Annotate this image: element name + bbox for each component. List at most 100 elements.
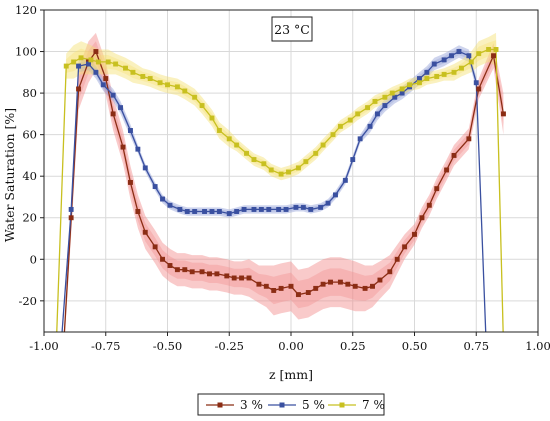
data-point (330, 132, 336, 138)
data-point (458, 65, 464, 71)
legend-label: 3 % (240, 398, 263, 412)
data-point (118, 105, 124, 111)
data-point (234, 209, 240, 214)
data-point (434, 74, 440, 79)
data-point (105, 59, 111, 65)
data-point (110, 111, 116, 117)
data-point (93, 49, 99, 54)
data-point (231, 275, 237, 281)
data-point (103, 76, 109, 82)
data-point (251, 157, 257, 163)
data-point (214, 271, 220, 277)
legend-label: 7 % (362, 398, 385, 412)
data-point (120, 144, 126, 150)
data-point (444, 167, 450, 173)
data-point (313, 285, 319, 291)
data-point (434, 186, 440, 192)
x-tick-label: 0.25 (340, 339, 366, 353)
data-point (318, 204, 324, 210)
data-point (209, 115, 215, 121)
data-point (199, 103, 205, 109)
data-point (76, 63, 82, 69)
data-point (288, 283, 294, 289)
data-point (71, 59, 77, 65)
data-point (268, 167, 274, 173)
data-point (283, 206, 289, 212)
x-tick-label: 0.00 (278, 339, 304, 353)
data-point (300, 204, 306, 210)
data-point (199, 269, 205, 275)
x-tick-label: -0.50 (153, 339, 183, 353)
data-point (416, 76, 422, 82)
data-point (147, 76, 153, 82)
x-tick-label: -0.25 (215, 339, 245, 353)
data-point (501, 340, 505, 344)
data-point (68, 206, 74, 212)
data-point (207, 271, 212, 277)
axis-ticks: -1.00 -0.75 -0.50 -0.25 0.00 0.25 0.50 0.75 1.00… (15, 3, 550, 353)
data-point (224, 273, 230, 279)
series-band (61, 45, 486, 332)
legend-swatch-marker (279, 402, 285, 408)
data-point (476, 51, 482, 57)
data-point (493, 47, 499, 52)
data-point (63, 63, 69, 69)
y-tick-label: -20 (18, 294, 37, 308)
data-point (182, 88, 188, 94)
data-point (192, 209, 198, 214)
data-point (500, 111, 506, 117)
y-tick-label: 40 (22, 169, 37, 183)
data-point (468, 59, 474, 65)
data-point (377, 277, 383, 283)
data-point (239, 275, 245, 281)
data-point (392, 94, 398, 100)
data-point (416, 80, 422, 86)
data-point (246, 275, 252, 281)
legend-label: 5 % (302, 398, 325, 412)
data-point (305, 290, 311, 295)
y-axis-title: Water Saturation [%] (2, 108, 17, 242)
y-tick-label: 80 (22, 86, 37, 100)
data-point (142, 165, 148, 171)
data-point (451, 69, 457, 75)
data-point (135, 146, 141, 152)
series-band-inner (64, 41, 504, 332)
data-point (189, 269, 195, 275)
data-point (370, 283, 375, 289)
data-point (152, 184, 158, 190)
data-point (93, 69, 99, 75)
data-point (424, 69, 430, 75)
data-point (355, 111, 361, 117)
data-point (412, 231, 417, 237)
y-tick-label: 120 (15, 3, 37, 17)
data-point (451, 152, 457, 158)
data-point (160, 256, 166, 262)
data-point (209, 209, 215, 214)
data-point (365, 105, 371, 111)
data-point (394, 256, 400, 262)
data-point (399, 90, 405, 96)
data-point (167, 263, 173, 268)
data-point (345, 281, 351, 287)
data-point (347, 117, 353, 123)
annotation-box (271, 16, 313, 42)
data-point (486, 47, 492, 52)
data-point (389, 90, 395, 96)
x-tick-label: 0.75 (463, 339, 489, 353)
legend-swatch-marker (217, 402, 223, 408)
data-point (278, 285, 284, 291)
data-point (135, 209, 141, 214)
data-point (337, 279, 343, 285)
legend-swatch-marker (339, 402, 345, 408)
data-point (382, 103, 388, 109)
data-point (295, 292, 301, 298)
legend: 3 % 5 % 7 % (197, 393, 385, 416)
data-point (244, 150, 249, 156)
data-point (320, 281, 326, 287)
data-point (449, 53, 455, 59)
data-point (263, 283, 269, 289)
data-point (160, 196, 166, 202)
data-point (431, 61, 437, 67)
data-point (174, 84, 180, 90)
